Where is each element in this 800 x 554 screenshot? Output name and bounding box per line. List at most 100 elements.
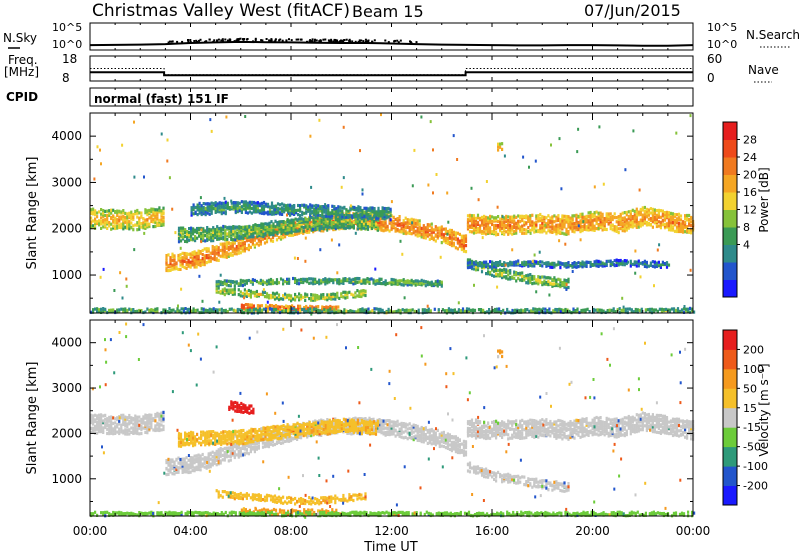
- heatmap-cell: [497, 225, 500, 229]
- heatmap-cell: [225, 115, 228, 119]
- heatmap-cell: [252, 210, 255, 214]
- heatmap-cell: [410, 226, 413, 231]
- heatmap-cell: [308, 222, 311, 226]
- heatmap-cell: [206, 205, 209, 209]
- heatmap-cell: [525, 216, 528, 220]
- heatmap-cell: [133, 120, 135, 124]
- heatmap-cell: [677, 216, 681, 220]
- heatmap-cell: [244, 115, 247, 118]
- heatmap-cell: [557, 260, 560, 264]
- heatmap-cell: [126, 418, 129, 422]
- heatmap-cell: [212, 309, 215, 313]
- heatmap-cell: [199, 263, 202, 268]
- heatmap-cell: [128, 214, 131, 218]
- power-heatmap: [90, 113, 696, 316]
- heatmap-cell: [661, 218, 664, 222]
- heatmap-cell: [461, 307, 465, 311]
- heatmap-cell: [446, 232, 449, 236]
- heatmap-cell: [416, 219, 419, 223]
- heatmap-cell: [476, 226, 480, 231]
- heatmap-cell: [208, 212, 211, 216]
- heatmap-cell: [523, 231, 526, 235]
- heatmap-cell: [96, 414, 99, 418]
- heatmap-cell: [169, 258, 172, 262]
- heatmap-cell: [324, 225, 327, 229]
- heatmap-cell: [547, 279, 550, 283]
- heatmap-cell: [125, 277, 128, 281]
- heatmap-cell: [625, 261, 628, 266]
- heatmap-cell: [421, 308, 424, 312]
- heatmap-cell: [478, 230, 482, 234]
- nsky-scatter: [167, 37, 418, 45]
- ytick-label: 2000: [51, 222, 82, 236]
- heatmap-cell: [314, 220, 317, 224]
- heatmap-cell: [571, 214, 574, 218]
- heatmap-cell: [519, 229, 522, 233]
- heatmap-cell: [467, 307, 471, 311]
- heatmap-cell: [242, 200, 245, 204]
- heatmap-cell: [501, 217, 504, 221]
- heatmap-cell: [383, 210, 386, 214]
- heatmap-cell: [501, 220, 504, 224]
- heatmap-cell: [599, 222, 602, 226]
- heatmap-cell: [245, 247, 248, 251]
- heatmap-cell: [314, 226, 317, 230]
- heatmap-cell: [230, 307, 233, 311]
- heatmap-cell: [559, 285, 562, 289]
- nsky-point: [319, 40, 322, 42]
- heatmap-cell: [172, 308, 175, 312]
- heatmap-cell: [405, 308, 408, 312]
- heatmap-cell: [418, 234, 421, 238]
- heatmap-cell: [212, 202, 215, 206]
- heatmap-cell: [358, 223, 361, 227]
- heatmap-cell: [651, 211, 654, 215]
- heatmap-cell: [269, 294, 273, 298]
- heatmap-cell: [563, 278, 566, 282]
- heatmap-cell: [649, 207, 652, 211]
- heatmap-cell: [491, 222, 494, 227]
- heatmap-cell: [312, 296, 315, 300]
- heatmap-cell: [213, 246, 216, 250]
- heatmap-cell: [192, 227, 195, 231]
- heatmap-cell: [571, 264, 574, 268]
- heatmap-cell: [114, 417, 117, 421]
- heatmap-cell: [542, 307, 545, 311]
- heatmap-cell: [296, 281, 299, 286]
- heatmap-cell: [152, 308, 155, 312]
- heatmap-cell: [378, 224, 381, 228]
- heatmap-cell: [619, 212, 622, 216]
- heatmap-cell: [576, 309, 579, 313]
- heatmap-cell: [660, 307, 663, 311]
- heatmap-cell: [485, 180, 488, 183]
- heatmap-cell: [255, 294, 258, 298]
- heatmap-cell: [653, 221, 656, 225]
- heatmap-cell: [398, 218, 401, 222]
- heatmap-cell: [257, 281, 260, 285]
- heatmap-cell: [169, 256, 172, 260]
- heatmap-cell: [450, 232, 453, 236]
- heatmap-cell: [116, 430, 119, 434]
- heatmap-cell: [128, 421, 131, 426]
- heatmap-cell: [308, 217, 311, 221]
- heatmap-cell: [100, 307, 103, 311]
- heatmap-cell: [503, 216, 506, 220]
- heatmap-cell: [632, 129, 635, 133]
- heatmap-cell: [179, 259, 182, 263]
- heatmap-cell: [472, 261, 476, 265]
- heatmap-cell: [411, 221, 414, 225]
- heatmap-cell: [573, 261, 576, 265]
- nsky-point: [213, 39, 216, 42]
- heatmap-cell: [330, 294, 333, 298]
- heatmap-cell: [235, 245, 238, 249]
- heatmap-cell: [539, 280, 542, 284]
- heatmap-cell: [287, 209, 290, 213]
- heatmap-cell: [637, 262, 640, 266]
- heatmap-cell: [284, 221, 287, 225]
- heatmap-cell: [609, 224, 612, 228]
- heatmap-cell: [470, 263, 474, 267]
- heatmap-cell: [422, 279, 425, 283]
- heatmap-cell: [491, 260, 494, 264]
- heatmap-cell: [531, 213, 534, 217]
- heatmap-cell: [533, 227, 536, 231]
- heatmap-cell: [218, 308, 221, 312]
